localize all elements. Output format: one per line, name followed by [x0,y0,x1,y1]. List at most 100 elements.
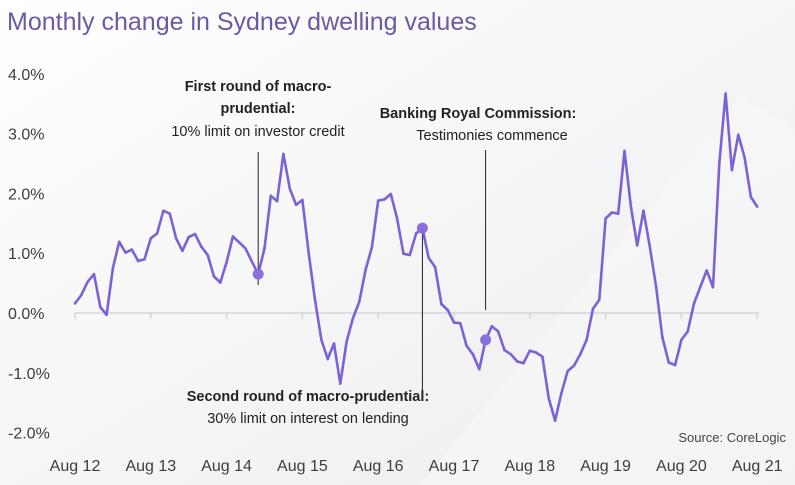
data-point [143,257,146,261]
data-point [307,251,311,255]
data-point [408,253,412,257]
data-point [680,338,683,342]
data-point [629,205,633,208]
data-point [136,259,140,263]
data-point [515,360,519,363]
data-point [130,248,134,251]
annotation-2-text: 30% limit on interest on lending [207,411,409,427]
data-point [648,245,652,248]
data-point [705,269,708,272]
data-point [117,240,121,244]
y-tick-label: -2.0% [8,426,50,443]
data-point [339,382,342,385]
data-point [357,300,361,303]
data-point [635,244,639,247]
data-point [345,340,348,344]
data-point [730,168,734,172]
data-point [269,194,273,198]
data-point [263,247,266,250]
annotation-3-title: Banking Royal Commission: [380,106,577,122]
data-point [187,235,190,239]
data-point [427,256,431,260]
data-point [718,162,721,165]
data-point [92,272,96,276]
data-point [124,251,127,254]
y-tick-label: -1.0% [8,366,50,383]
data-point [440,302,443,306]
data-point [98,305,102,309]
data-point [528,349,532,352]
data-point [370,245,374,249]
data-point [749,195,753,199]
x-tick-label: Aug 19 [580,458,631,475]
data-point [547,397,551,400]
data-point [459,321,462,325]
data-point [661,336,664,339]
data-point [288,187,292,190]
data-point [402,252,405,256]
data-point [200,245,203,248]
y-tick-label: 3.0% [8,127,44,144]
x-tick-label: Aug 17 [429,458,480,475]
x-tick-label: Aug 14 [201,458,252,475]
data-point [496,330,500,333]
data-point [244,247,247,250]
annotation-3-text: Testimonies commence [416,128,568,144]
data-point [623,149,626,153]
data-point [294,203,298,207]
data-point [560,391,563,395]
data-point [389,192,393,196]
data-point [168,212,172,216]
data-point [711,285,715,289]
x-tick-label: Aug 21 [732,458,783,475]
x-tick-label: Aug 12 [50,458,101,475]
background-shape [420,95,795,485]
data-point [566,369,569,373]
annotation-2-title: Second round of macro-prudential: [187,389,429,405]
data-point [174,236,178,240]
data-point [642,209,645,213]
data-point [667,361,671,364]
data-point [395,217,399,220]
data-point [610,211,614,214]
data-point [206,253,209,257]
chart-title: Monthly change in Sydney dwelling values [7,8,477,36]
data-point [522,361,525,365]
data-point [282,152,285,156]
data-point [376,199,380,202]
data-point [477,367,481,371]
data-point [162,209,165,213]
data-point [231,235,235,238]
data-point [193,232,197,236]
data-point [326,357,329,361]
y-tick-label: 4.0% [8,67,44,84]
data-point [654,285,658,288]
annotation-1-text: 10% limit on investor credit [171,124,344,140]
data-point [351,317,355,320]
data-point [673,363,677,367]
annotation-1-title-line-2: prudential: [221,101,296,117]
y-tick-label: 0.0% [8,306,44,323]
data-point [604,217,607,220]
data-point [509,352,513,356]
annotation-marker [480,334,492,346]
data-point [490,324,494,328]
data-point [364,268,367,272]
data-point [73,302,77,305]
data-point [616,212,620,216]
data-point [699,285,702,288]
data-point [383,198,386,201]
data-point [465,344,468,348]
data-point [585,338,588,342]
data-point [149,236,153,240]
x-tick-label: Aug 16 [353,458,404,475]
data-point [275,199,279,203]
x-tick-label: Aug 15 [277,458,328,475]
data-point [332,342,336,345]
data-point [755,205,759,208]
data-point [181,249,184,253]
data-point [218,281,222,284]
annotation-marker [416,222,428,234]
